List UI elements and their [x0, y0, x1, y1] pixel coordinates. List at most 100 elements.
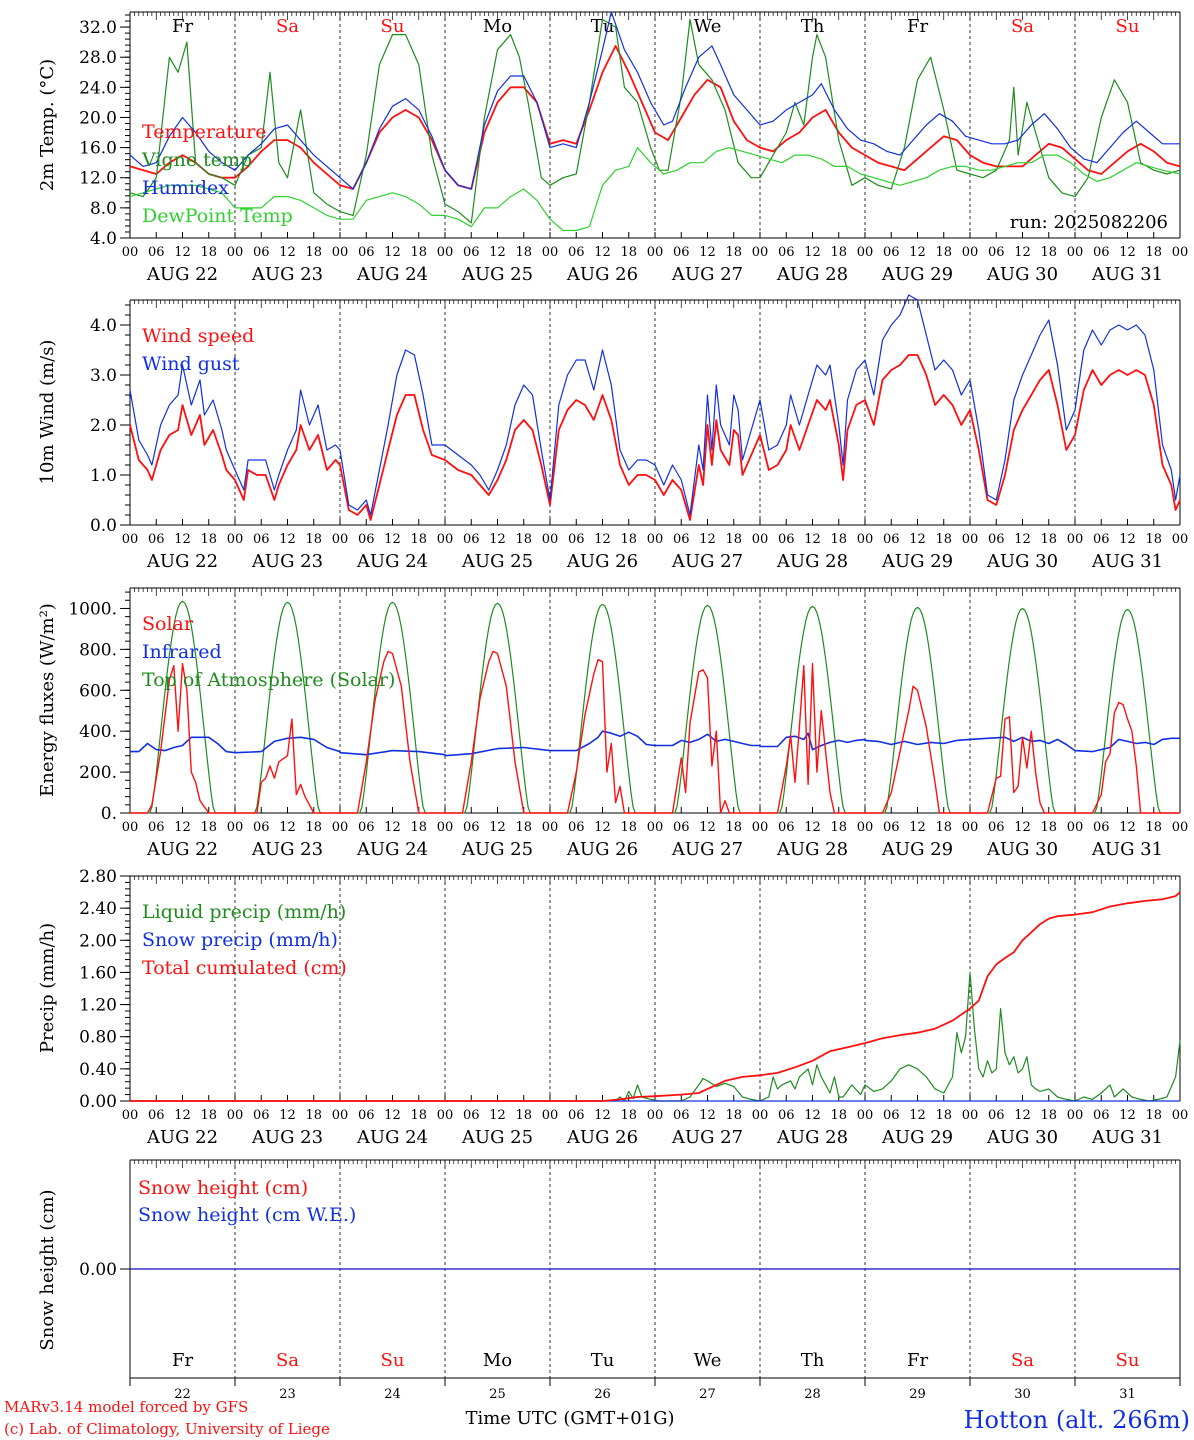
time-axis-title: Time UTC (GMT+01G) [465, 1408, 674, 1429]
date-label: AUG 22 [146, 1127, 218, 1148]
hour-tick-label: 18 [620, 532, 637, 547]
hour-tick-label: 18 [1040, 532, 1057, 547]
hour-tick-label: 06 [988, 820, 1005, 835]
hour-tick-label: 06 [148, 245, 165, 260]
date-label: AUG 30 [986, 1127, 1058, 1148]
hour-tick-label: 12 [1014, 1108, 1031, 1123]
panel-4: 0.00 0.40 0.80 1.20 1.60 2.00 2.40 2.80 Precip (… [37, 867, 1188, 1148]
day-number-label: 30 [1014, 1387, 1031, 1402]
hour-tick-label: 12 [804, 820, 821, 835]
hour-tick-label: 12 [1014, 245, 1031, 260]
date-label: AUG 29 [881, 551, 953, 572]
hour-tick-label: 06 [988, 245, 1005, 260]
weekday-label: Tu [591, 16, 615, 37]
y-tick-label: 28.0 [79, 48, 117, 68]
y-tick-label: 4.0 [90, 316, 117, 336]
weekday-label: Mo [483, 16, 512, 37]
hour-tick-label: 00 [647, 245, 664, 260]
hour-tick-label: 18 [620, 820, 637, 835]
hour-tick-label: 18 [935, 532, 952, 547]
hour-tick-label: 12 [279, 820, 296, 835]
hour-tick-label: 18 [305, 1108, 322, 1123]
y-axis-title: 10m Wind (m/s) [37, 340, 58, 485]
y-tick-label: 0.00 [79, 1260, 117, 1280]
hour-tick-label: 06 [988, 1108, 1005, 1123]
y-tick-label: 2.0 [90, 416, 117, 436]
hour-tick-label: 18 [1040, 245, 1057, 260]
hour-tick-label: 00 [857, 820, 874, 835]
date-label: AUG 28 [776, 1127, 848, 1148]
legend-entry: Snow height (cm) [138, 1177, 308, 1199]
y-tick-label: 2.80 [79, 867, 117, 887]
hour-tick-label: 12 [1014, 820, 1031, 835]
hour-tick-label: 12 [699, 532, 716, 547]
hour-tick-label: 06 [673, 820, 690, 835]
date-label: AUG 30 [986, 264, 1058, 285]
hour-tick-label: 00 [857, 532, 874, 547]
hour-tick-label: 06 [988, 532, 1005, 547]
hour-tick-label: 06 [253, 245, 270, 260]
legend-entry: Snow precip (mm/h) [142, 929, 338, 951]
hour-tick-label: 12 [909, 532, 926, 547]
hour-tick-label: 00 [437, 245, 454, 260]
hour-tick-label: 18 [1145, 245, 1162, 260]
hour-tick-label: 00 [962, 820, 979, 835]
hour-tick-label: 06 [1093, 532, 1110, 547]
y-tick-label: 0.80 [79, 1028, 117, 1048]
date-label: AUG 25 [461, 839, 533, 860]
weekday-label: Th [801, 1350, 825, 1371]
date-label: AUG 26 [566, 551, 638, 572]
legend-entry: Humidex [142, 177, 229, 199]
y-tick-label: 4.0 [90, 229, 117, 249]
date-label: AUG 22 [146, 839, 218, 860]
y-tick-label: 0.40 [79, 1060, 117, 1080]
weekday-label: Su [1116, 1350, 1140, 1371]
hour-tick-label: 18 [830, 1108, 847, 1123]
hour-tick-label: 12 [489, 245, 506, 260]
legend-entry: Infrared [142, 641, 222, 663]
series-line-1 [129, 354, 1181, 521]
hour-tick-label: 12 [1119, 245, 1136, 260]
hour-tick-label: 06 [778, 532, 795, 547]
y-tick-label: 1.0 [90, 466, 117, 486]
y-tick-label: 2.40 [79, 899, 117, 919]
day-number-label: 28 [804, 1387, 821, 1402]
hour-tick-label: 18 [200, 820, 217, 835]
hour-tick-label: 18 [305, 532, 322, 547]
y-tick-label: 0.0 [90, 516, 117, 536]
hour-tick-label: 06 [253, 820, 270, 835]
hour-tick-label: 12 [1119, 820, 1136, 835]
panel-2: 0.0 1.0 2.0 3.0 4.0 10m Wind (m/s) 00 06 12 18 00 0… [37, 294, 1188, 572]
hour-tick-label: 00 [332, 1108, 349, 1123]
date-label: AUG 29 [881, 1127, 953, 1148]
weekday-label: We [694, 16, 722, 37]
legend-entry: Solar [142, 613, 194, 635]
hour-tick-label: 12 [699, 245, 716, 260]
hour-tick-label: 12 [174, 1108, 191, 1123]
hour-tick-label: 06 [778, 1108, 795, 1123]
hour-tick-label: 12 [174, 245, 191, 260]
y-tick-label: 600. [79, 681, 117, 701]
hour-tick-label: 12 [279, 532, 296, 547]
hour-tick-label: 00 [752, 245, 769, 260]
hour-tick-label: 06 [148, 532, 165, 547]
weekday-label: We [694, 1350, 722, 1371]
hour-tick-label: 12 [489, 820, 506, 835]
hour-tick-label: 06 [778, 245, 795, 260]
y-tick-label: 0. [101, 804, 117, 824]
y-tick-label: 20.0 [79, 108, 117, 128]
run-annotation: run: 2025082206 [1010, 212, 1168, 233]
weekday-label: Fr [172, 16, 193, 37]
date-label: AUG 23 [251, 839, 323, 860]
date-label: AUG 27 [671, 1127, 743, 1148]
hour-tick-label: 18 [1040, 820, 1057, 835]
hour-tick-label: 18 [725, 532, 742, 547]
hour-tick-label: 00 [647, 532, 664, 547]
weekday-label: Th [801, 16, 825, 37]
hour-tick-label: 00 [1067, 820, 1084, 835]
date-label: AUG 28 [776, 264, 848, 285]
date-label: AUG 23 [251, 264, 323, 285]
panel-5: 0.00 Snow height (cm) Fr Sa Su Mo Tu We Th Fr Sa Su… [37, 1159, 1181, 1402]
weekday-label: Sa [1011, 1350, 1034, 1371]
